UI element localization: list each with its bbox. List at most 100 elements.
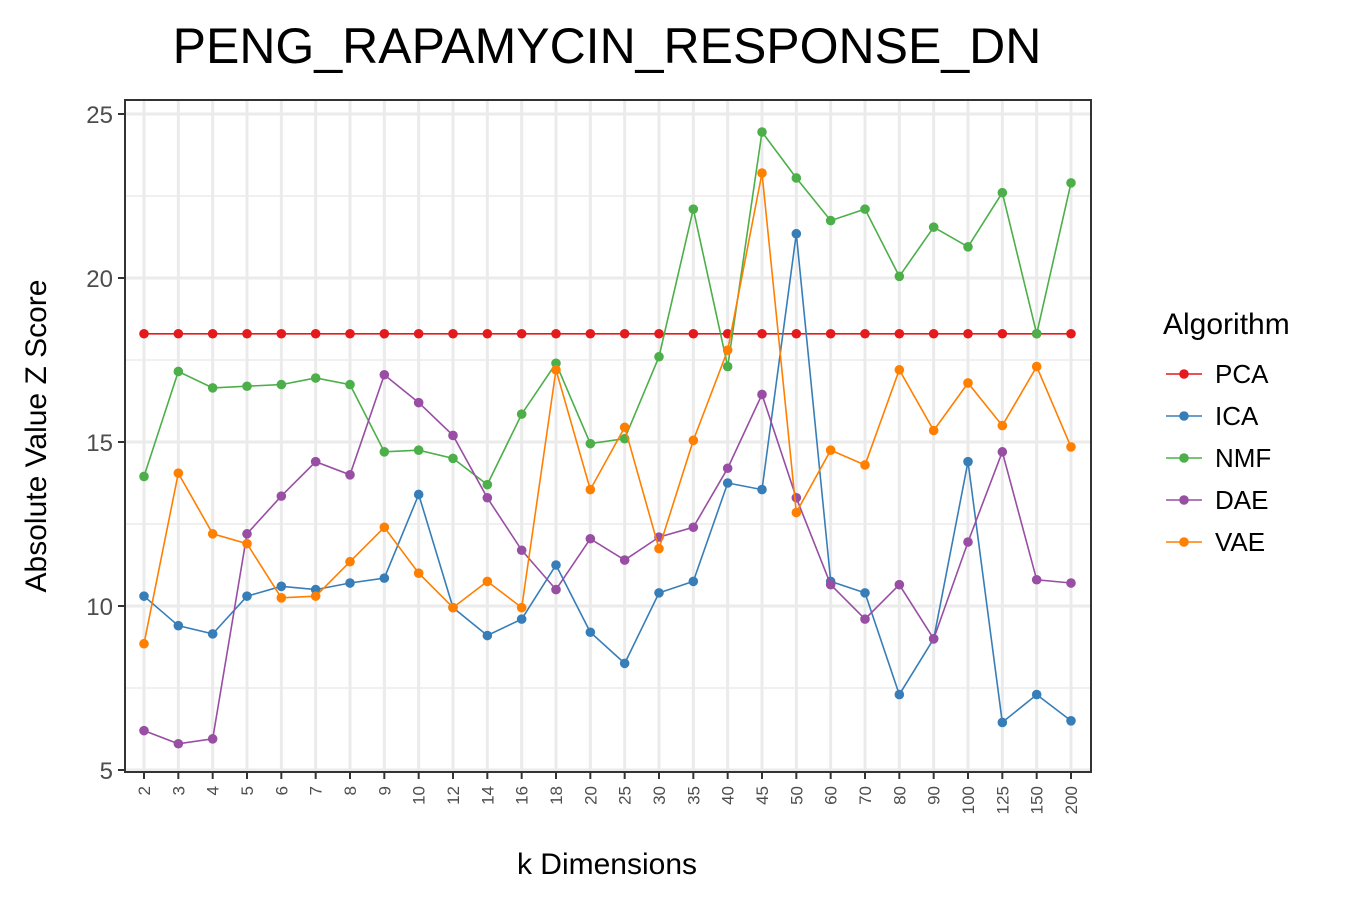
data-point-dae (413, 397, 424, 408)
data-point-pca (310, 328, 321, 339)
data-point-pca (860, 328, 870, 339)
x-tick-label: 45 (753, 786, 772, 805)
legend-label: PCA (1215, 359, 1269, 389)
y-tick-label: 25 (86, 102, 113, 129)
data-point-ica (997, 717, 1008, 728)
data-point-vae (757, 168, 767, 178)
x-axis: 2 3 4 5 6 7 8 9 10 12 14 16 18 20 25 30 35 40 45 50 60 70 80 90… (135, 772, 1081, 814)
data-point-pca (482, 328, 493, 339)
series-line-ica (143, 233, 1072, 724)
data-point-vae (722, 345, 733, 355)
series-dae (139, 369, 1076, 749)
data-point-nmf (276, 379, 287, 390)
data-point-vae (448, 602, 458, 613)
data-point-nmf (825, 215, 836, 226)
y-tick-label: 5 (100, 758, 113, 785)
data-point-vae (1066, 442, 1076, 452)
data-point-pca (791, 328, 802, 339)
data-point-dae (825, 579, 836, 590)
data-point-vae (207, 529, 218, 539)
x-axis-title: k Dimensions (517, 848, 697, 881)
series-line-vae (143, 172, 1072, 644)
data-point-ica (757, 484, 767, 495)
data-point-vae (619, 422, 630, 433)
data-point-dae (242, 529, 252, 539)
data-point-nmf (413, 445, 424, 456)
data-point-ica (894, 689, 905, 700)
data-point-nmf (242, 381, 252, 392)
grid (125, 100, 1091, 772)
data-point-dae (173, 738, 184, 749)
data-point-nmf (894, 271, 905, 282)
data-point-nmf (379, 447, 390, 457)
data-point-nmf (997, 187, 1008, 198)
data-point-pca (619, 328, 630, 339)
data-point-pca (516, 328, 527, 339)
legend-item-ica: ICA (1166, 401, 1259, 431)
data-point-nmf (551, 358, 561, 369)
data-point-ica (139, 591, 149, 601)
data-point-pca (757, 328, 767, 339)
data-point-nmf (448, 453, 458, 464)
data-point-vae (1031, 361, 1042, 372)
x-tick-label: 16 (513, 786, 532, 805)
data-point-vae (516, 602, 527, 613)
x-tick-label: 10 (410, 786, 429, 805)
data-point-vae (345, 556, 355, 567)
data-point-nmf (860, 204, 870, 214)
data-point-vae (551, 365, 561, 375)
data-point-vae (173, 468, 184, 478)
y-axis: 5 10 15 20 25 (86, 102, 125, 785)
data-point-dae (310, 456, 321, 467)
x-tick-label: 9 (375, 786, 394, 795)
data-point-vae (139, 638, 149, 649)
data-point-nmf (963, 242, 973, 252)
data-point-vae (928, 425, 939, 436)
y-tick-label: 20 (86, 266, 113, 293)
data-point-pca (585, 328, 596, 339)
data-point-nmf (207, 383, 218, 393)
data-point-dae (722, 463, 733, 474)
data-point-ica (207, 629, 218, 639)
data-point-vae (585, 484, 596, 495)
data-point-ica (379, 573, 390, 583)
series-vae (139, 168, 1076, 649)
data-point-vae (654, 543, 664, 554)
data-point-pca (276, 328, 287, 339)
x-tick-label: 20 (581, 786, 600, 805)
legend-title: Algorithm (1163, 308, 1290, 341)
chart-title: PENG_RAPAMYCIN_RESPONSE_DN (173, 18, 1042, 74)
data-point-ica (585, 627, 596, 638)
x-tick-label: 2 (135, 786, 154, 795)
data-point-dae (1031, 574, 1042, 585)
x-tick-label: 200 (1062, 786, 1081, 814)
data-point-dae (276, 491, 287, 501)
data-point-vae (860, 460, 870, 470)
x-tick-label: 8 (341, 786, 360, 795)
legend-item-dae: DAE (1166, 485, 1268, 515)
data-point-vae (791, 507, 802, 518)
data-point-dae (963, 537, 973, 547)
data-point-nmf (1066, 178, 1076, 188)
data-point-dae (688, 522, 699, 533)
legend-item-vae: VAE (1166, 527, 1265, 557)
x-tick-label: 5 (238, 786, 257, 795)
x-tick-label: 100 (959, 786, 978, 814)
data-point-ica (1066, 716, 1076, 726)
legend-label: ICA (1215, 401, 1259, 431)
data-point-nmf (1031, 328, 1042, 339)
data-point-vae (242, 538, 252, 549)
data-point-dae (585, 533, 596, 544)
data-point-pca (207, 328, 218, 339)
series-ica (139, 228, 1076, 728)
series-pca (139, 328, 1076, 339)
data-point-dae (345, 470, 355, 480)
data-point-dae (482, 492, 493, 503)
x-tick-label: 6 (272, 786, 291, 795)
legend-key-point (1179, 411, 1189, 421)
data-point-vae (997, 420, 1008, 431)
x-tick-label: 4 (204, 786, 223, 795)
data-point-pca (173, 328, 184, 339)
data-point-vae (482, 576, 493, 587)
